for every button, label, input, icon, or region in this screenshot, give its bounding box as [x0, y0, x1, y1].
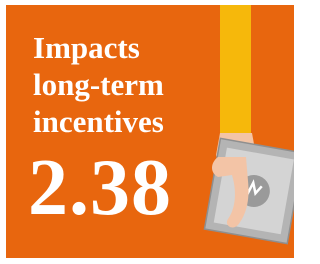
- value: 2.38: [28, 143, 172, 233]
- banknote: [204, 138, 294, 243]
- page: Impacts long-term incentives 2.38 (() =>…: [0, 0, 300, 264]
- tile: Impacts long-term incentives 2.38: [6, 5, 294, 258]
- title: Impacts long-term incentives: [33, 29, 203, 140]
- sleeve: [220, 5, 251, 136]
